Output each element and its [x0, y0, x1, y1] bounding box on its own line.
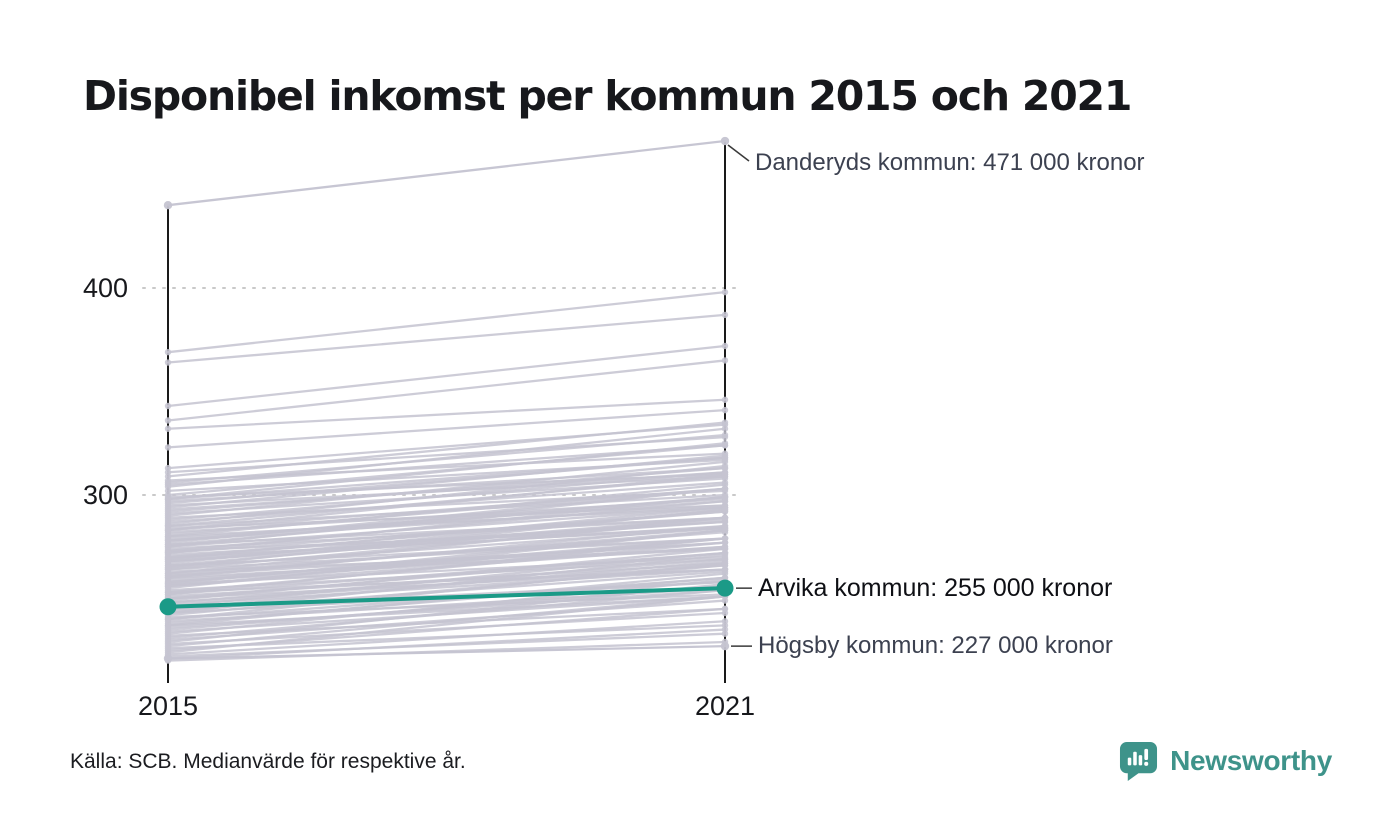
slope-dot-2021	[721, 419, 729, 426]
slope-line	[166, 620, 727, 656]
slope-line	[166, 595, 727, 654]
slope-dot-2021	[721, 471, 729, 478]
slope-dot-2015	[164, 348, 172, 356]
newsworthy-brand: Newsworthy	[1119, 741, 1332, 781]
slope-line	[166, 460, 727, 517]
slope-dot-2021	[721, 425, 729, 432]
slope-arvika-highlight-dot-2021	[716, 579, 734, 597]
slope-line	[166, 442, 727, 501]
slope-arvika-highlight-dot-2015	[159, 598, 177, 616]
slope-danderyd-line	[166, 139, 727, 207]
slope-line	[166, 313, 727, 364]
x-axis-label-2021: 2021	[694, 691, 756, 721]
slope-line	[166, 572, 727, 627]
slope-dot-2015	[164, 402, 172, 410]
slope-dot-2021	[721, 440, 729, 447]
slope-dot-2021	[721, 406, 729, 414]
y-axis-tick-300: 300	[82, 480, 128, 510]
slope-dot-2021	[721, 570, 729, 577]
slope-dot-2021	[721, 431, 729, 439]
slope-line	[166, 508, 727, 569]
chart-title: Disponibel inkomst per kommun 2015 och 2…	[83, 72, 1132, 120]
slope-line	[166, 529, 727, 590]
slope-dot-2021	[721, 626, 729, 633]
slope-danderyd-dot-2021	[720, 136, 730, 146]
slope-line	[166, 495, 727, 555]
slope-line	[166, 454, 727, 509]
slope-dot-2021	[721, 514, 729, 521]
slope-line	[166, 628, 727, 660]
slope-line	[166, 582, 727, 644]
slope-dot-2021	[721, 535, 729, 542]
annotation-danderyd: Danderyds kommun: 471 000 kronor	[755, 149, 1145, 176]
slope-dot-2021	[721, 357, 729, 364]
slope-line	[166, 547, 727, 602]
slope-dot-2021	[721, 605, 729, 613]
slope-dot-2021	[721, 493, 729, 501]
slope-hogsby-dot-2021	[720, 641, 730, 651]
slope-line	[166, 359, 727, 422]
slope-dot-2021	[721, 618, 729, 625]
slope-dot-2021	[721, 506, 729, 513]
x-axis-label-2015: 2015	[137, 691, 199, 721]
slope-line	[166, 344, 727, 408]
source-note: Källa: SCB. Medianvärde för respektive å…	[70, 750, 466, 773]
slope-line	[166, 290, 727, 354]
slope-arvika-highlight-line	[166, 586, 727, 609]
slope-dot-2015	[164, 359, 172, 366]
slope-line	[166, 473, 727, 532]
slope-dot-2021	[721, 452, 729, 459]
y-axis-tick-400: 400	[82, 273, 128, 303]
slope-line	[166, 408, 727, 449]
slope-line	[166, 506, 727, 561]
slope-dot-2021	[721, 485, 729, 492]
slope-dot-2021	[721, 342, 729, 350]
leader-danderyd	[727, 144, 750, 162]
slope-dot-2021	[721, 311, 729, 319]
slope-dot-2021	[721, 288, 729, 296]
newsworthy-brand-name: Newsworthy	[1170, 745, 1332, 776]
slope-line	[166, 427, 727, 488]
slope-line	[166, 578, 727, 635]
slope-dot-2021	[721, 396, 729, 403]
slope-line	[166, 524, 727, 579]
slope-line	[166, 562, 727, 621]
newsworthy-logo-icon	[1119, 741, 1158, 781]
slope-line	[166, 464, 727, 526]
slope-dot-2015	[164, 425, 172, 432]
annotation-hogsby: Högsby kommun: 227 000 kronor	[758, 632, 1113, 659]
slope-dot-2021	[721, 551, 729, 559]
slope-hogsby-line	[166, 644, 727, 660]
slope-hogsby-dot-2015	[163, 654, 173, 663]
slope-line	[166, 487, 727, 548]
slope-dot-2015	[164, 444, 172, 451]
slope-line	[166, 537, 727, 596]
slope-dot-2021	[721, 560, 729, 567]
slope-line	[166, 398, 727, 430]
slope-danderyd-dot-2015	[163, 201, 173, 210]
slope-line	[166, 421, 727, 478]
slope-dot-2015	[164, 417, 172, 424]
slope-dot-2021	[721, 526, 729, 534]
slope-dot-2021	[721, 462, 729, 470]
slope-line	[166, 483, 727, 538]
slope-line	[166, 516, 727, 575]
annotation-arvika-highlight: Arvika kommun: 255 000 kronor	[758, 574, 1113, 602]
slope-line	[166, 551, 727, 608]
